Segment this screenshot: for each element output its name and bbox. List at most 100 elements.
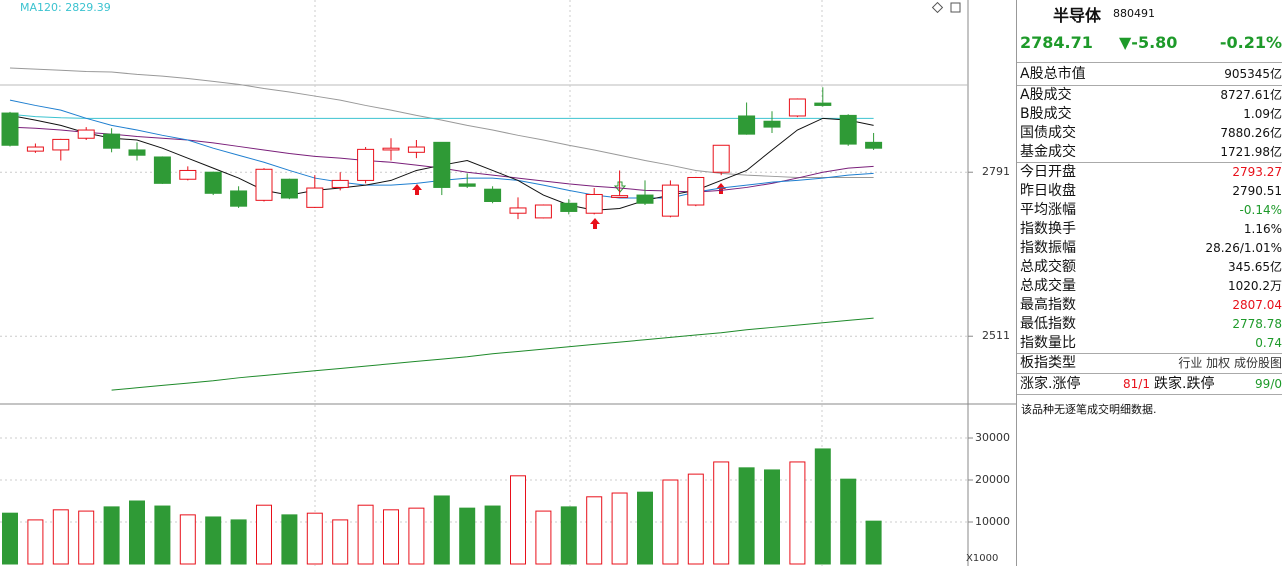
row-label: B股成交 xyxy=(1020,106,1072,122)
row-value: 7880.26亿 xyxy=(1220,126,1282,140)
volume-bar xyxy=(357,504,374,565)
row-value: 0.74 xyxy=(1255,336,1282,350)
row-value: 2793.27 xyxy=(1232,165,1282,179)
row-value: 2807.04 xyxy=(1232,298,1282,312)
volume-bar xyxy=(687,473,704,565)
change-pct: -0.21% xyxy=(1219,33,1282,52)
row-label: 今日开盘 xyxy=(1020,164,1076,180)
volume-bar xyxy=(383,509,399,565)
candle-body xyxy=(179,169,197,180)
row-label: 板指类型 xyxy=(1020,355,1076,371)
quote-row: 最高指数 2807.04 xyxy=(1017,296,1282,315)
candle-body xyxy=(128,149,146,156)
row-value: -0.14% xyxy=(1239,203,1282,217)
chart: MA120: 2829.39 X1000 2511 2791 10000 20000 3… xyxy=(0,0,1016,566)
row-label: 指数换手 xyxy=(1020,221,1076,237)
volume-bar xyxy=(433,495,450,565)
row-value: 1721.98亿 xyxy=(1220,145,1282,159)
note: 该品种无逐笔成交明细数据. xyxy=(1021,403,1157,416)
candle-body xyxy=(865,141,883,149)
breadth-row: 涨家.涨停 81/1 跌家.跌停 99/0 xyxy=(1017,374,1282,395)
stock-code: 880491 xyxy=(1113,7,1155,20)
ma-line xyxy=(9,67,874,178)
row-value: 28.26/1.01% xyxy=(1205,241,1282,255)
volume-bar xyxy=(306,512,323,565)
volume-bar xyxy=(78,510,95,565)
y-tick-label: 20000 xyxy=(975,473,1010,486)
quote-row: 平均涨幅 -0.14% xyxy=(1017,201,1282,220)
row-label: 最高指数 xyxy=(1020,297,1076,313)
volume-bar xyxy=(865,520,882,565)
candle-body xyxy=(738,115,756,135)
row-value: 905345亿 xyxy=(1224,67,1282,81)
candle-body xyxy=(560,202,578,212)
volume-bar xyxy=(256,504,272,565)
candle-body xyxy=(661,184,679,217)
quote-row: A股总市值 905345亿 xyxy=(1017,63,1282,86)
volume-bar xyxy=(408,507,425,565)
volume-bar xyxy=(459,507,476,565)
quote-row: 最低指数 2778.78 xyxy=(1017,315,1282,334)
change: ▼-5.80 xyxy=(1119,33,1178,52)
candle-body xyxy=(204,171,222,194)
row-label: 平均涨幅 xyxy=(1020,202,1076,218)
volume-bar xyxy=(637,491,653,565)
candle-body xyxy=(509,207,527,214)
candle-body xyxy=(433,141,451,188)
candle-body xyxy=(382,147,400,151)
row-value: 8727.61亿 xyxy=(1220,88,1282,102)
candle-body xyxy=(458,183,476,187)
volume-bar xyxy=(586,496,603,565)
candle-body xyxy=(357,148,375,181)
up-label: 涨家.涨停 xyxy=(1020,376,1081,392)
volume-bar xyxy=(52,509,69,565)
volume-bar xyxy=(484,505,501,565)
quote-panel: 半导体 880491 2784.71 ▼-5.80 -0.21% A股总市值 905345亿… xyxy=(1016,0,1282,566)
quote-row: 板指类型 行业 加权 成份股图 xyxy=(1017,354,1282,374)
candle-body xyxy=(839,114,857,145)
candle-body xyxy=(1,112,19,146)
down-value: 99/0 xyxy=(1255,377,1282,391)
candle-body xyxy=(26,146,44,152)
candle-body xyxy=(407,146,425,153)
volume-bar xyxy=(230,519,247,565)
candle-body xyxy=(153,156,171,184)
row-label: 昨日收盘 xyxy=(1020,183,1076,199)
quote-rows: A股总市值 905345亿 A股成交 8727.61亿 B股成交 1.09亿 国债成交 788… xyxy=(1017,62,1282,423)
volume-bar xyxy=(662,479,679,565)
candle-body xyxy=(77,129,95,139)
candle-body xyxy=(788,98,806,117)
volume-bar xyxy=(611,492,628,565)
candle-body xyxy=(763,120,781,128)
quote-row: 指数换手 1.16% xyxy=(1017,220,1282,239)
volume-bar xyxy=(713,461,730,565)
row-value: 行业 加权 成份股图 xyxy=(1178,356,1282,370)
row-label: 指数振幅 xyxy=(1020,240,1076,256)
row-label: 总成交额 xyxy=(1020,259,1076,275)
candle-body xyxy=(687,176,705,206)
row-value: 1020.2万 xyxy=(1228,279,1282,293)
candle-body xyxy=(230,190,248,207)
row-label: 基金成交 xyxy=(1020,144,1076,160)
candle-body xyxy=(280,178,298,199)
quote-row: 国债成交 7880.26亿 xyxy=(1017,124,1282,143)
row-label: 总成交量 xyxy=(1020,278,1076,294)
row-value: 2778.78 xyxy=(1232,317,1282,331)
row-label: A股总市值 xyxy=(1020,66,1086,82)
candle-body xyxy=(52,138,70,151)
volume-bar xyxy=(764,469,780,565)
volume-bar xyxy=(840,478,857,565)
y-tick-label: 2511 xyxy=(982,329,1010,342)
volume-unit: X1000 xyxy=(966,553,998,564)
icon-diamond[interactable] xyxy=(931,1,944,14)
volume-bar xyxy=(560,506,577,565)
quote-row: 指数量比 0.74 xyxy=(1017,334,1282,354)
quote-row: 总成交量 1020.2万 xyxy=(1017,277,1282,296)
icon-window[interactable] xyxy=(950,2,961,13)
volume-bar xyxy=(789,461,806,565)
candle-body xyxy=(611,195,629,198)
volume-bar xyxy=(103,506,120,565)
candle-body xyxy=(585,193,603,214)
volume-bar xyxy=(738,467,755,565)
